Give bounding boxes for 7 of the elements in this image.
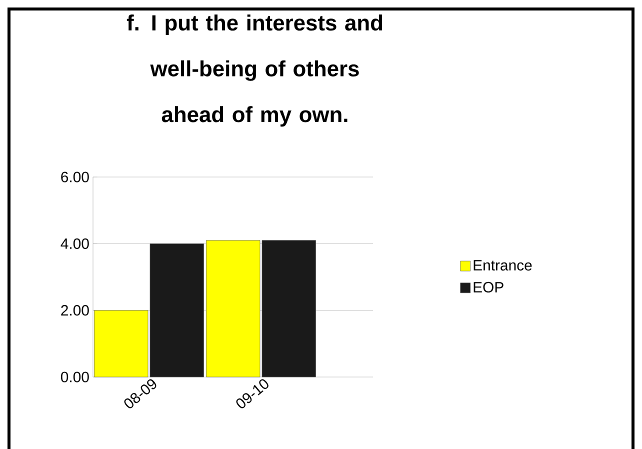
y-tick-label: 6.00 (61, 172, 89, 182)
legend-label: EOP (474, 282, 504, 292)
chart-title: f. I put the interests and well-being of others ahead of my own. (126, 14, 382, 127)
y-tick-label: 0.00 (60, 372, 89, 382)
y-tick-label: 4.00 (60, 238, 89, 249)
legend-label: Entrance (474, 260, 532, 271)
y-tick-label: 2.00 (61, 305, 89, 316)
